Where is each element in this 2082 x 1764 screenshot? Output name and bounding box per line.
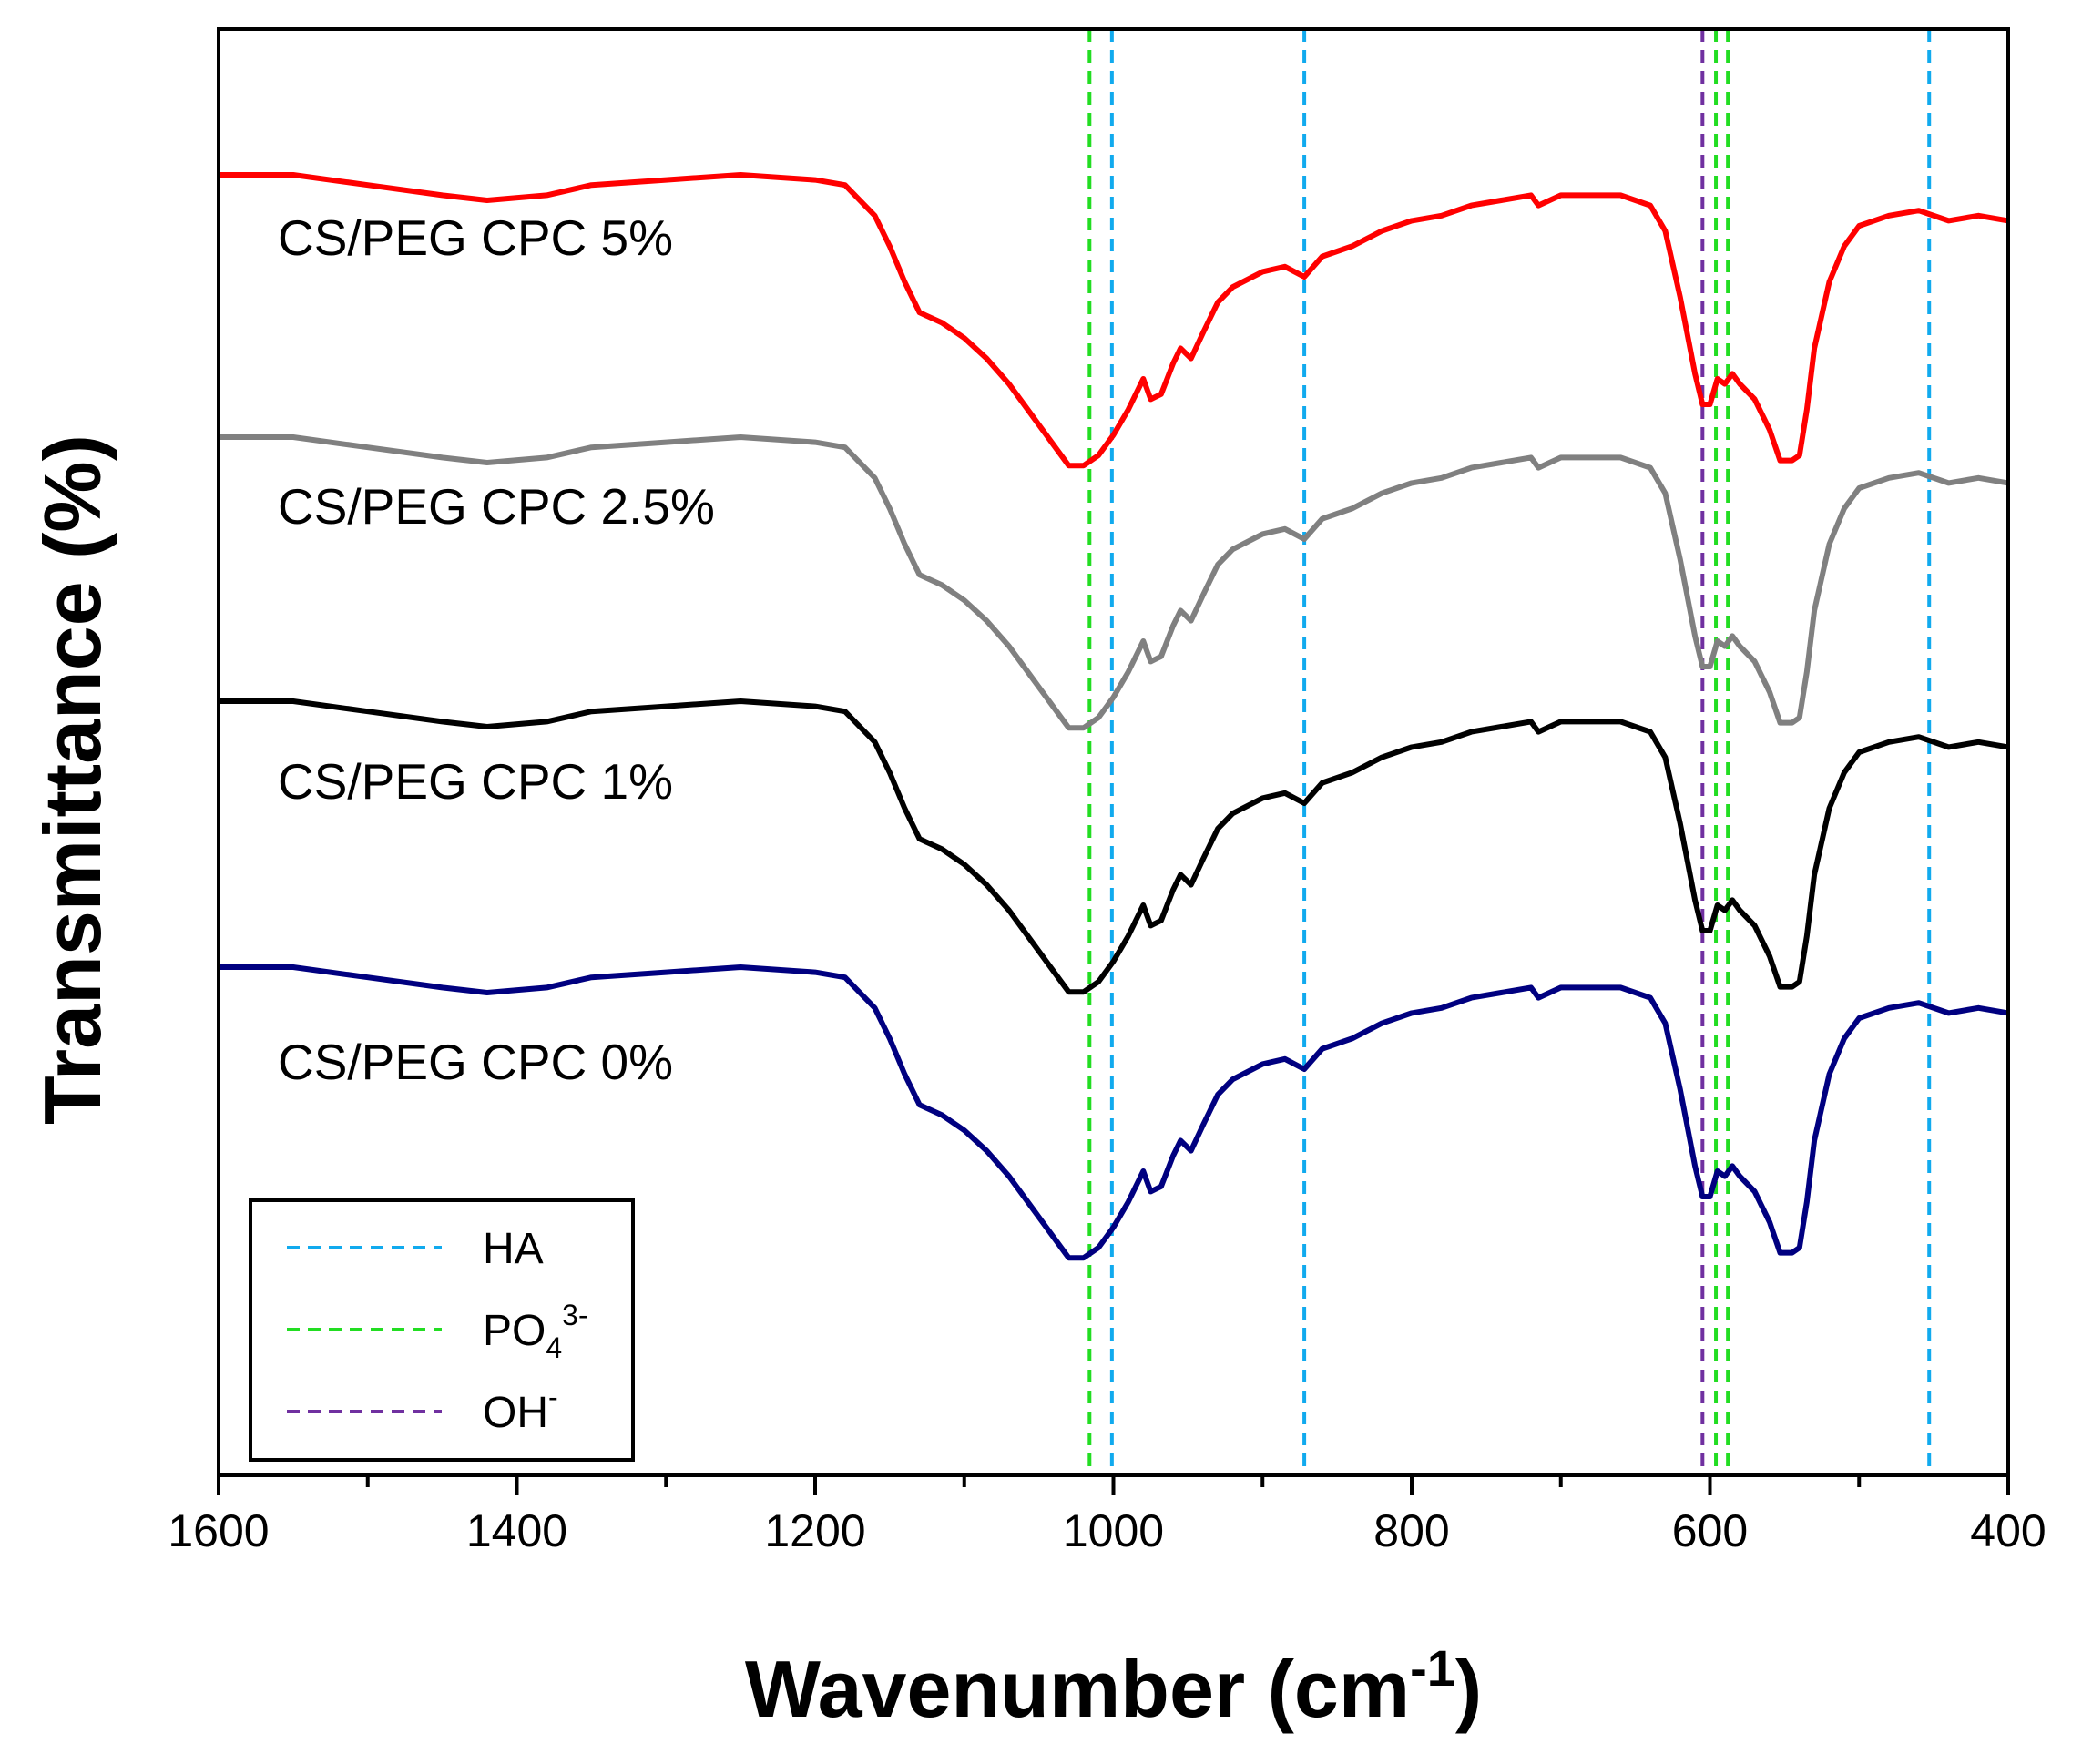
legend-label-po4: PO43- <box>483 1299 588 1364</box>
curve-labels: CS/PEG CPC 5% CS/PEG CPC 2.5% CS/PEG CPC 1… <box>278 209 715 1090</box>
spectrum-line-3 <box>219 964 2009 1261</box>
x-tick-label: 1600 <box>168 1505 269 1556</box>
x-tick-label: 400 <box>1970 1505 2046 1556</box>
x-axis-title: Wavenumber (cm-1) <box>745 1639 1482 1734</box>
legend-label-oh: OH- <box>483 1381 558 1437</box>
x-tick-label: 800 <box>1373 1505 1449 1556</box>
spectrum-line-0 <box>219 172 2009 469</box>
x-tick-label: 600 <box>1672 1505 1748 1556</box>
legend: HA PO43- OH- <box>249 1198 635 1462</box>
x-tick-label: 1400 <box>466 1505 567 1556</box>
y-axis-title: Transmittance (%) <box>27 434 117 1125</box>
spectrum-line-1 <box>219 434 2009 731</box>
curve-label-3: CS/PEG CPC 0% <box>278 1034 673 1090</box>
reference-lines <box>1087 29 1932 1475</box>
legend-label-ha: HA <box>483 1225 544 1273</box>
curve-label-2: CS/PEG CPC 1% <box>278 753 673 810</box>
curve-label-0: CS/PEG CPC 5% <box>278 209 673 266</box>
x-tick-label: 1200 <box>764 1505 865 1556</box>
x-axis-ticks: 1600 1400 1200 1000 800 600 400 <box>168 1475 2046 1556</box>
curve-label-1: CS/PEG CPC 2.5% <box>278 478 715 535</box>
x-tick-label: 1000 <box>1063 1505 1164 1556</box>
spectrum-line-2 <box>219 698 2009 995</box>
spectra-curves <box>219 172 2009 1261</box>
